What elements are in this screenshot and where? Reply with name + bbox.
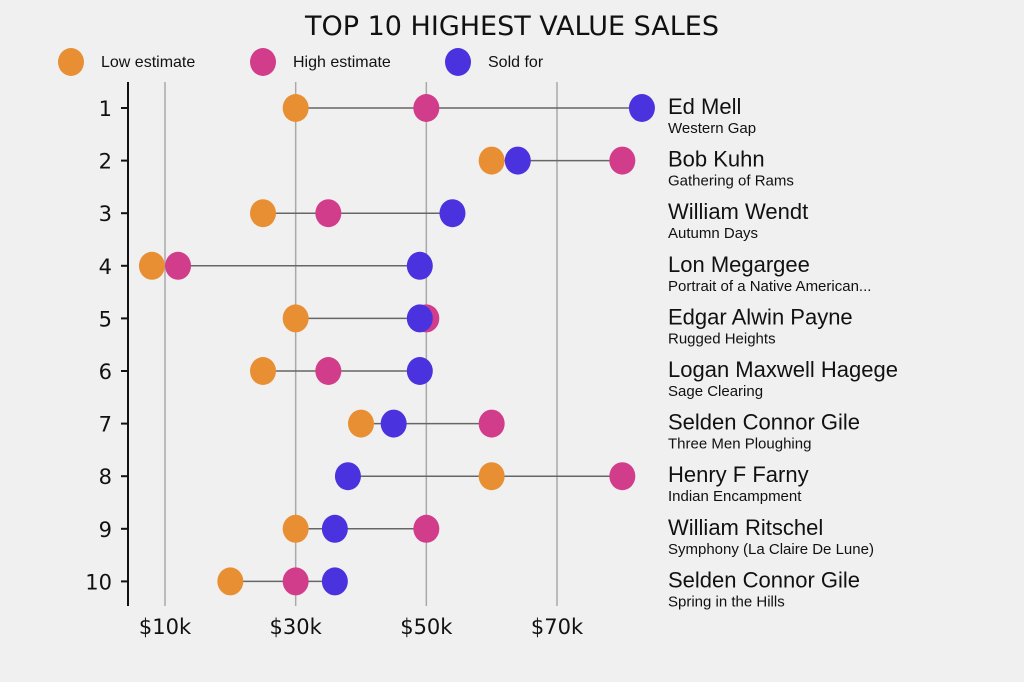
artwork-title: Autumn Days [668,225,758,242]
artist-name: William Wendt [668,199,808,224]
data-rows [138,94,655,596]
row-5 [282,304,440,333]
dot-low [478,146,505,175]
row-4 [138,251,433,280]
artwork-title: Rugged Heights [668,330,776,347]
legend: Low estimate High estimate Sold for [58,48,544,76]
y-tick-label: 3 [99,202,112,226]
row-8 [334,462,636,491]
legend-label-sold: Sold for [488,54,544,71]
y-tick-label: 10 [85,570,112,594]
legend-marker-high [250,48,276,76]
artwork-title: Western Gap [668,120,756,137]
x-ticks: $10k $30k $50k $70k [139,615,584,639]
artwork-title: Indian Encampment [668,488,802,505]
dot-high [315,199,342,228]
y-tick-label: 2 [99,150,112,174]
legend-marker-sold [445,48,471,76]
artist-name: Edgar Alwin Payne [668,304,853,329]
x-tick-label: $70k [531,615,584,639]
artwork-title: Spring in the Hills [668,593,785,610]
artist-name: William Ritschel [668,515,823,540]
dot-low [250,199,276,228]
dot-high [413,514,440,543]
row-10 [217,567,348,596]
y-tick-label: 6 [99,360,112,384]
row-9 [282,514,440,543]
chart-title: TOP 10 HIGHEST VALUE SALES [304,11,719,42]
dot-sold [439,199,466,228]
dot-high [413,94,440,122]
legend-marker-low [58,48,84,76]
dot-high [478,409,505,438]
row-6 [250,357,433,385]
y-tick-label: 5 [99,307,112,331]
row-7 [348,409,505,438]
x-tick-label: $50k [400,615,453,639]
row-3 [250,199,466,228]
artist-name: Selden Connor Gile [668,567,860,592]
dot-low [250,357,276,385]
y-tick-label: 1 [99,97,112,121]
y-tick-label: 9 [99,518,112,542]
artwork-title: Three Men Ploughing [668,436,811,453]
dot-low [138,251,165,280]
artwork-title: Gathering of Rams [668,173,794,190]
dot-sold [321,567,348,596]
dot-low [282,304,309,333]
artwork-title: Sage Clearing [668,383,763,400]
dot-low [282,94,309,122]
x-tick-label: $10k [139,615,192,639]
dot-low [348,409,374,438]
dot-sold [380,409,407,438]
dot-sold [321,514,348,543]
artist-name: Logan Maxwell Hagege [668,357,898,382]
dot-high [282,567,309,596]
dot-low [217,567,244,596]
artwork-title: Symphony (La Claire De Lune) [668,541,874,558]
dot-high [165,251,192,280]
artist-name: Henry F Farny [668,462,809,487]
x-tick-label: $30k [270,615,323,639]
dot-high [315,357,342,385]
dot-sold [406,304,433,333]
dot-low [282,514,309,543]
row-2 [478,146,636,175]
dot-low [478,462,505,491]
artist-name: Selden Connor Gile [668,410,860,435]
legend-label-high: High estimate [293,54,391,71]
y-ticks: 1 2 3 4 5 6 7 8 9 10 [85,97,128,594]
dot-sold [406,357,433,385]
artwork-title: Portrait of a Native American... [668,278,871,295]
dot-high [609,146,636,175]
row-1 [282,94,655,122]
legend-label-low: Low estimate [101,54,195,71]
dot-sold [406,251,433,280]
y-tick-label: 4 [99,255,112,279]
artist-name: Bob Kuhn [668,147,765,172]
y-tick-label: 7 [99,413,112,437]
dot-sold [504,146,531,175]
dot-sold [334,462,361,491]
y-tick-label: 8 [99,465,112,489]
artist-name: Lon Megargee [668,252,810,277]
dot-sold [628,94,655,122]
dot-high [609,462,636,491]
artist-name: Ed Mell [668,94,741,119]
